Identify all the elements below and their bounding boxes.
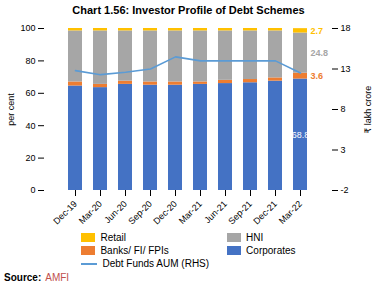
html-text:Source: AMFI: Source: AMFI bbox=[4, 272, 70, 283]
svg-text:18: 18 bbox=[341, 23, 351, 33]
svg-text:Jun-20: Jun-20 bbox=[102, 199, 129, 226]
svg-text:Sep-20: Sep-20 bbox=[126, 199, 154, 227]
svg-text:Sep-21: Sep-21 bbox=[226, 199, 254, 227]
svg-text:3: 3 bbox=[341, 145, 346, 155]
svg-text:13: 13 bbox=[341, 64, 351, 74]
html-text:Corporates: Corporates bbox=[246, 245, 296, 256]
svg-text:Mar-20: Mar-20 bbox=[77, 199, 104, 226]
svg-text:Dec-20: Dec-20 bbox=[151, 199, 179, 227]
svg-text:60: 60 bbox=[25, 88, 35, 98]
svg-text:80: 80 bbox=[25, 56, 35, 66]
svg-text:2.7: 2.7 bbox=[310, 26, 323, 36]
html-text:Chart 1.56: Investor Profile o: Chart 1.56: Investor Profile of Debt Sch… bbox=[72, 4, 305, 16]
html-text:Debt Funds AUM (RHS): Debt Funds AUM (RHS) bbox=[102, 258, 210, 269]
svg-text:Jun-21: Jun-21 bbox=[202, 199, 229, 226]
svg-text:Dec-19: Dec-19 bbox=[51, 199, 79, 227]
svg-text:0: 0 bbox=[30, 185, 35, 195]
svg-text:-2: -2 bbox=[341, 185, 349, 195]
svg-text:per cent: per cent bbox=[6, 93, 16, 126]
html-text:Retail: Retail bbox=[100, 232, 126, 243]
svg-text:100: 100 bbox=[20, 23, 35, 33]
svg-text:Dec-21: Dec-21 bbox=[251, 199, 279, 227]
svg-text:20: 20 bbox=[25, 153, 35, 163]
html-text:HNI: HNI bbox=[246, 232, 264, 243]
svg-text:8: 8 bbox=[341, 104, 346, 114]
svg-text:Mar-22: Mar-22 bbox=[277, 199, 304, 226]
svg-text:Mar-21: Mar-21 bbox=[177, 199, 204, 226]
svg-text:₹ lakh crore: ₹ lakh crore bbox=[363, 86, 373, 134]
html-text:Banks/ FI/ FPIs: Banks/ FI/ FPIs bbox=[100, 245, 169, 256]
svg-text:3.6: 3.6 bbox=[310, 71, 323, 81]
svg-text:68.8: 68.8 bbox=[292, 130, 310, 140]
svg-text:24.8: 24.8 bbox=[310, 48, 328, 58]
svg-text:40: 40 bbox=[25, 121, 35, 131]
